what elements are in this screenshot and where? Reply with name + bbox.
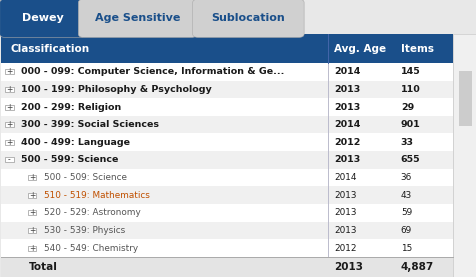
Text: 15: 15 [400,244,411,253]
Text: 520 - 529: Astronomy: 520 - 529: Astronomy [43,208,140,217]
FancyBboxPatch shape [28,193,36,198]
FancyBboxPatch shape [5,140,14,145]
FancyBboxPatch shape [28,228,36,233]
Text: 510 - 519: Mathematics: 510 - 519: Mathematics [43,191,149,200]
Bar [1,116,452,134]
Bar [1,169,452,186]
Text: 2013: 2013 [333,262,362,272]
Text: Avg. Age: Avg. Age [333,43,386,53]
Text: 2014: 2014 [333,67,360,76]
Bar [1,134,452,151]
Text: 33: 33 [400,138,413,147]
Bar [1,204,452,222]
Text: 500 - 509: Science: 500 - 509: Science [43,173,126,182]
Text: 110: 110 [400,85,420,94]
Text: 2013: 2013 [333,226,356,235]
Text: +: + [6,67,12,76]
Text: +: + [29,208,35,217]
Bar [458,71,471,126]
Text: 2013: 2013 [333,85,359,94]
Bar [1,81,452,98]
FancyBboxPatch shape [28,246,36,251]
FancyBboxPatch shape [28,211,36,215]
Text: +: + [6,102,12,112]
Text: 2013: 2013 [333,155,359,165]
FancyBboxPatch shape [28,175,36,180]
Text: Age Sensitive: Age Sensitive [95,13,180,23]
Text: Dewey: Dewey [21,13,63,23]
Bar [1,257,452,277]
Text: +: + [6,85,12,94]
Text: 69: 69 [400,226,411,235]
Bar [1,151,452,169]
Bar [1,98,452,116]
Text: 43: 43 [400,191,411,200]
Text: 2014: 2014 [333,120,360,129]
FancyBboxPatch shape [5,69,14,74]
Text: 655: 655 [400,155,419,165]
Text: +: + [6,138,12,147]
Text: 400 - 499: Language: 400 - 499: Language [20,138,129,147]
FancyBboxPatch shape [0,0,85,37]
Text: +: + [29,173,35,182]
Text: +: + [29,191,35,200]
Text: 2014: 2014 [333,173,356,182]
Text: 530 - 539: Physics: 530 - 539: Physics [43,226,125,235]
Text: -: - [8,155,10,165]
Text: 2013: 2013 [333,191,356,200]
Text: 2013: 2013 [333,208,356,217]
Text: 901: 901 [400,120,420,129]
Bar [1,239,452,257]
Text: +: + [29,244,35,253]
Text: 200 - 299: Religion: 200 - 299: Religion [20,102,121,112]
Text: +: + [6,120,12,129]
Text: 145: 145 [400,67,420,76]
Text: Total: Total [29,262,58,272]
Text: Classification: Classification [10,43,89,53]
Text: 36: 36 [400,173,411,182]
FancyBboxPatch shape [192,0,304,37]
Text: 2012: 2012 [333,244,356,253]
Text: 2013: 2013 [333,102,359,112]
Text: 300 - 399: Social Sciences: 300 - 399: Social Sciences [20,120,159,129]
FancyBboxPatch shape [5,104,14,109]
Text: 29: 29 [400,102,413,112]
Text: 000 - 099: Computer Science, Information & Ge...: 000 - 099: Computer Science, Information… [20,67,284,76]
Bar [1,63,452,81]
Bar [1,186,452,204]
Text: 100 - 199: Philosophy & Psychology: 100 - 199: Philosophy & Psychology [20,85,211,94]
FancyBboxPatch shape [5,158,14,162]
Text: Sublocation: Sublocation [211,13,285,23]
Bar [1,34,452,277]
FancyBboxPatch shape [5,87,14,92]
Text: +: + [29,226,35,235]
Bar [1,34,452,63]
Text: 59: 59 [400,208,411,217]
Bar [1,222,452,239]
Bar [452,34,476,277]
Text: 4,887: 4,887 [400,262,433,272]
FancyBboxPatch shape [78,0,197,37]
Text: 540 - 549: Chemistry: 540 - 549: Chemistry [43,244,138,253]
FancyBboxPatch shape [5,122,14,127]
Text: 500 - 599: Science: 500 - 599: Science [20,155,118,165]
Text: 2012: 2012 [333,138,360,147]
Text: Items: Items [400,43,433,53]
